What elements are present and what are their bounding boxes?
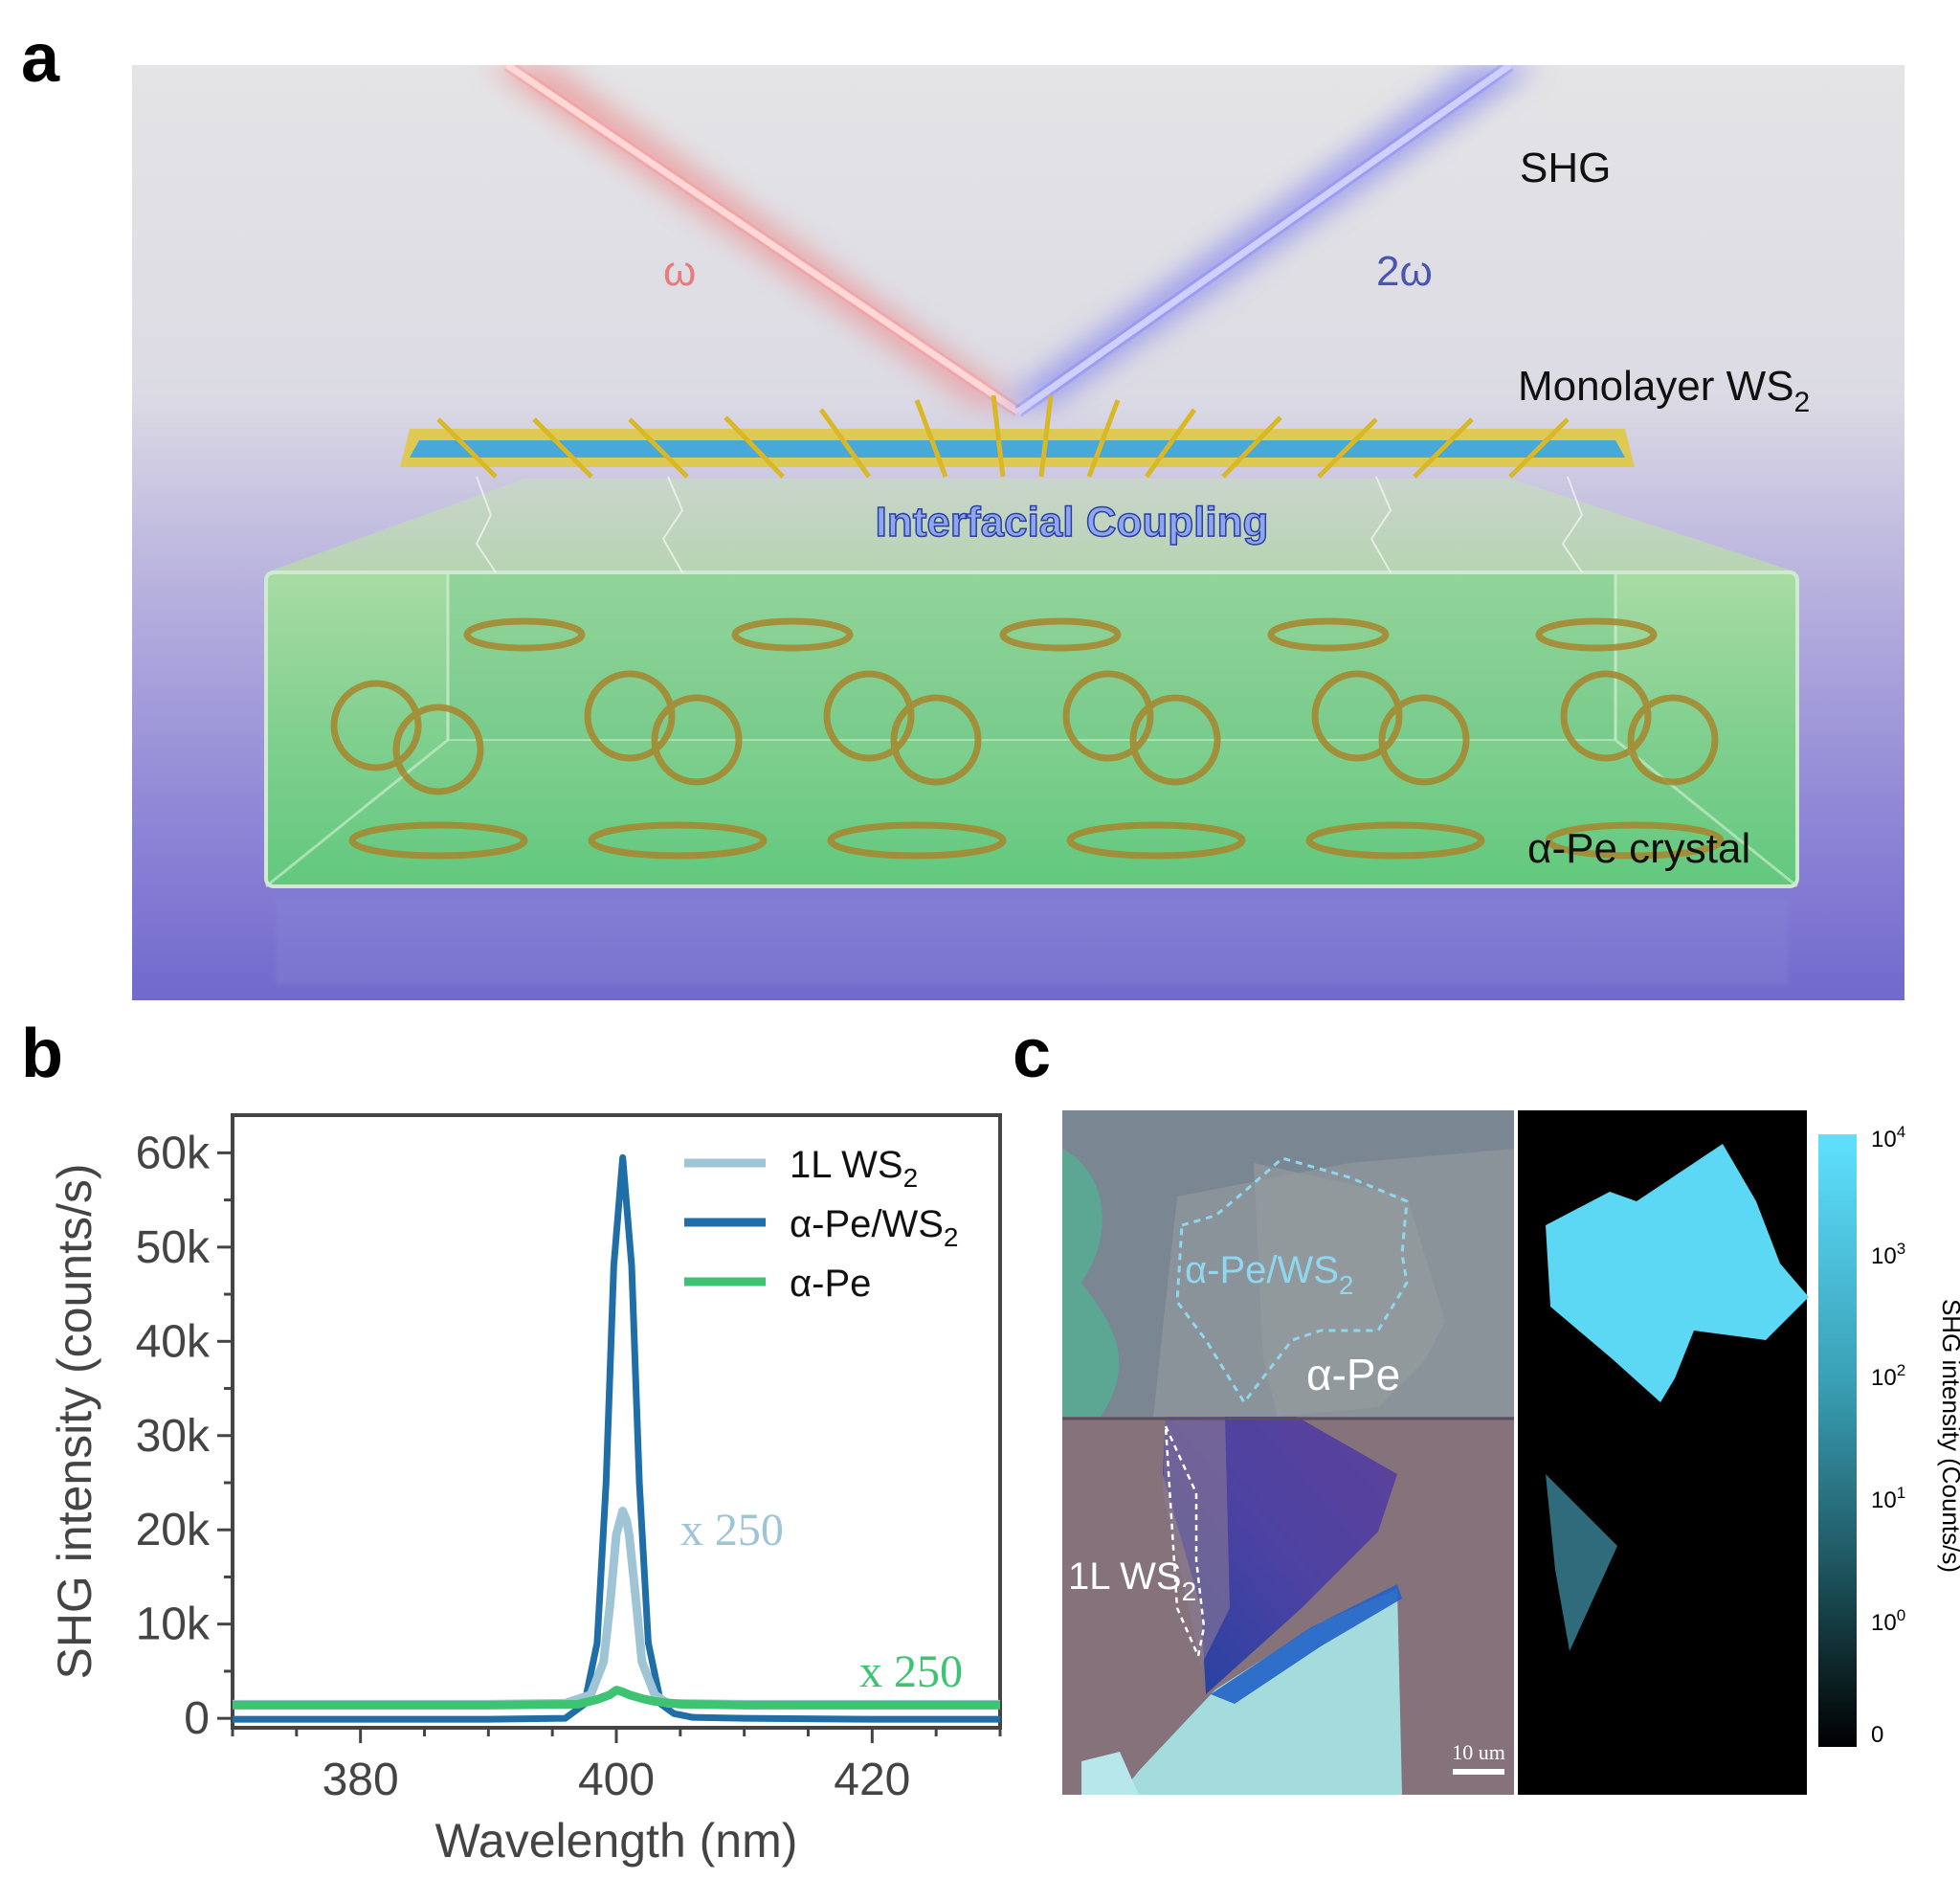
alpha-pe-crystal-block [264,479,1799,984]
y-tick-label: 50k [136,1222,211,1273]
colorbar-tick-label: 100 [1871,1606,1905,1636]
ws2-monolayer [400,394,1635,573]
colorbar: 104 103 102 101 100 0 SHG intensity (Counts/s… [1818,1123,1960,1748]
incident-beam [486,59,1022,417]
colorbar-tick-label: 104 [1871,1123,1905,1152]
panel-c-images: 10 um α-Pe/WS2 α-Pe 1L WS2 104 103 102 101 1… [1062,1110,1960,1800]
label-shg: SHG [1520,145,1611,191]
panel-b-chart: 380 400 420 0 10k 20k 30k 40k 50k 60k x 250 x 250 … [0,1091,1014,1874]
y-axis-label: SHG intensity (counts/s) [48,1163,101,1679]
label-two-omega: 2ω [1376,248,1433,295]
legend-entry: 1L WS2 [790,1144,918,1193]
x-axis-label: Wavelength (nm) [435,1814,798,1868]
label-alpha-pe-crystal: α-Pe crystal [1527,825,1750,872]
y-tick-label: 60k [136,1128,211,1178]
label-alpha-pe: α-Pe [1306,1350,1400,1399]
y-tick-label: 10k [136,1599,211,1650]
label-omega: ω [663,248,696,295]
scale-annotation: x 250 [680,1505,784,1555]
panel-a-letter: a [21,20,60,97]
label-monolayer-ws2: Monolayer WS2 [1518,363,1810,418]
label-hetero: α-Pe/WS2 [1185,1249,1354,1300]
shg-intensity-map [1518,1110,1809,1795]
x-tick-label: 400 [578,1755,655,1805]
scale-annotation: x 250 [859,1646,963,1697]
colorbar-tick-label: 103 [1871,1240,1905,1269]
pe-molecules [330,617,1725,860]
y-tick-label: 20k [136,1505,211,1555]
colorbar-tick-label: 101 [1871,1484,1905,1513]
legend-entry: α-Pe/WS2 [790,1203,959,1252]
panel-c-letter: c [1013,1016,1052,1092]
series-line [233,1686,1000,1710]
panel-b-letter: b [21,1016,63,1092]
scalebar [1453,1769,1504,1775]
y-tick-label: 0 [184,1693,210,1744]
label-1l-ws2: 1L WS2 [1068,1555,1196,1606]
optical-micrograph: 10 um α-Pe/WS2 α-Pe 1L WS2 [1062,1110,1514,1795]
colorbar-tick-label: 0 [1871,1722,1883,1748]
label-interfacial-coupling: Interfacial Coupling [876,499,1269,546]
shg-beam [998,59,1539,417]
scalebar-label: 10 um [1452,1740,1505,1764]
panel-a-schematic: ω 2ω SHG Monolayer WS2 Interfacial Coupl… [132,59,1904,1000]
x-tick-label: 380 [323,1755,399,1805]
legend-entry: α-Pe [790,1263,871,1305]
colorbar-label: SHG intensity (Counts/s) [1937,1299,1960,1573]
series-line [233,1153,1000,1723]
y-tick-label: 40k [136,1316,211,1367]
y-tick-label: 30k [136,1411,211,1462]
optical-and-shg-map: 10 um α-Pe/WS2 α-Pe 1L WS2 1041031021011… [1062,1110,1960,1795]
x-tick-label: 420 [834,1755,910,1805]
schematic-illustration: ω 2ω SHG Monolayer WS2 Interfacial Coupl… [132,59,1904,1000]
colorbar-tick-label: 102 [1871,1361,1905,1391]
